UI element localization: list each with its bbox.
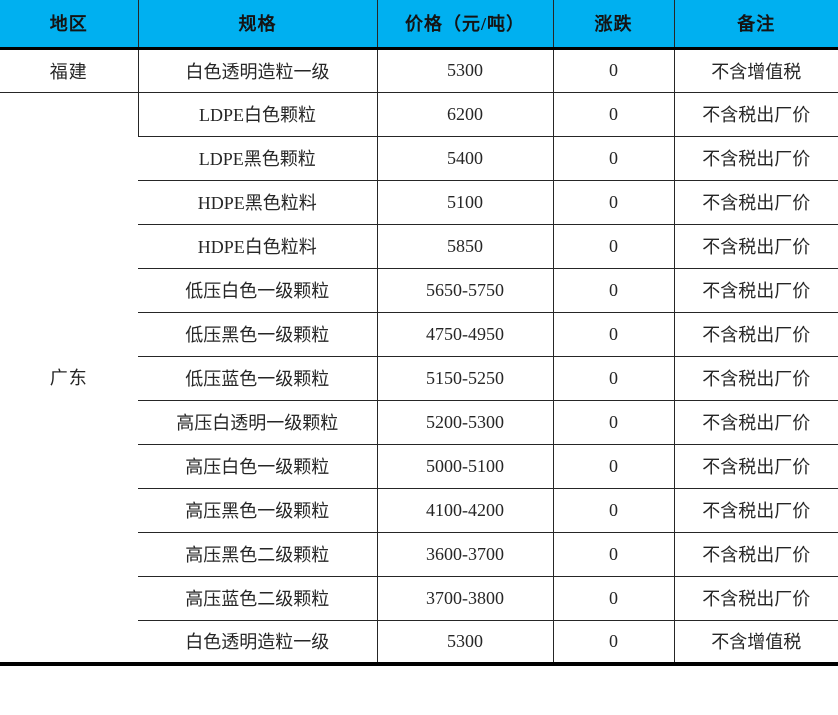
table-row: 白色透明造粒一级 5300 0 不含增值税 bbox=[0, 619, 838, 664]
spec-cell: 高压黑色二级颗粒 bbox=[138, 531, 377, 576]
price-table: 地区 规格 价格（元/吨） 涨跌 备注 福建 白色透明造粒一级 5300 0 不含增值税… bbox=[0, 0, 838, 666]
change-cell: 0 bbox=[552, 223, 674, 268]
table-row: 高压蓝色二级颗粒 3700-3800 0 不含税出厂价 bbox=[0, 575, 838, 620]
note-cell: 不含税出厂价 bbox=[673, 267, 838, 312]
note-cell: 不含税出厂价 bbox=[673, 531, 838, 576]
note-cell: 不含税出厂价 bbox=[673, 399, 838, 444]
spec-cell: 高压蓝色二级颗粒 bbox=[138, 575, 377, 620]
spec-cell: 高压白色一级颗粒 bbox=[138, 443, 377, 488]
column-header-spec: 规格 bbox=[137, 0, 377, 50]
note-cell: 不含增值税 bbox=[673, 47, 838, 92]
change-cell: 0 bbox=[552, 619, 674, 664]
note-cell: 不含税出厂价 bbox=[673, 135, 838, 180]
note-cell: 不含税出厂价 bbox=[673, 575, 838, 620]
note-cell: 不含税出厂价 bbox=[673, 487, 838, 532]
price-cell: 5650-5750 bbox=[376, 267, 553, 312]
column-header-note: 备注 bbox=[673, 0, 838, 50]
column-header-change: 涨跌 bbox=[552, 0, 674, 50]
table-row: 高压黑色一级颗粒 4100-4200 0 不含税出厂价 bbox=[0, 487, 838, 532]
note-cell: 不含税出厂价 bbox=[673, 179, 838, 224]
table-row: HDPE白色粒料 5850 0 不含税出厂价 bbox=[0, 223, 838, 268]
spec-cell: 高压白透明一级颗粒 bbox=[138, 399, 377, 444]
price-cell: 5850 bbox=[376, 223, 553, 268]
change-cell: 0 bbox=[552, 311, 674, 356]
price-cell: 5300 bbox=[376, 47, 553, 92]
spec-cell: 低压白色一级颗粒 bbox=[138, 267, 377, 312]
header-row: 地区 规格 价格（元/吨） 涨跌 备注 bbox=[0, 0, 838, 50]
price-cell: 4100-4200 bbox=[376, 487, 553, 532]
region-cell: 广东 bbox=[0, 91, 138, 664]
spec-cell: 高压黑色一级颗粒 bbox=[138, 487, 377, 532]
price-cell: 4750-4950 bbox=[376, 311, 553, 356]
table-body: 福建 白色透明造粒一级 5300 0 不含增值税 广东 LDPE白色颗粒 6200 0 不含税出厂… bbox=[0, 47, 838, 664]
table-row: 广东 LDPE白色颗粒 6200 0 不含税出厂价 bbox=[0, 91, 838, 664]
price-cell: 5400 bbox=[376, 135, 553, 180]
price-cell: 6200 bbox=[376, 91, 553, 136]
price-cell: 5200-5300 bbox=[376, 399, 553, 444]
change-cell: 0 bbox=[552, 47, 674, 92]
change-cell: 0 bbox=[552, 355, 674, 400]
change-cell: 0 bbox=[552, 135, 674, 180]
table-row: LDPE黑色颗粒 5400 0 不含税出厂价 bbox=[0, 135, 838, 180]
column-header-price: 价格（元/吨） bbox=[376, 0, 553, 50]
price-cell: 3600-3700 bbox=[376, 531, 553, 576]
table-row: 低压黑色一级颗粒 4750-4950 0 不含税出厂价 bbox=[0, 311, 838, 356]
price-cell: 5100 bbox=[376, 179, 553, 224]
region-cell: 福建 bbox=[0, 47, 138, 92]
price-cell: 5000-5100 bbox=[376, 443, 553, 488]
spec-cell: 白色透明造粒一级 bbox=[138, 619, 377, 664]
price-cell: 5150-5250 bbox=[376, 355, 553, 400]
spec-cell: LDPE白色颗粒 bbox=[137, 91, 377, 136]
change-cell: 0 bbox=[552, 575, 674, 620]
note-cell: 不含税出厂价 bbox=[673, 91, 838, 136]
price-cell: 5300 bbox=[376, 619, 553, 664]
note-cell: 不含税出厂价 bbox=[673, 311, 838, 356]
change-cell: 0 bbox=[552, 443, 674, 488]
change-cell: 0 bbox=[552, 487, 674, 532]
note-cell: 不含增值税 bbox=[673, 619, 838, 664]
spec-cell: HDPE黑色粒料 bbox=[138, 179, 377, 224]
spec-cell: 低压蓝色一级颗粒 bbox=[138, 355, 377, 400]
table-row: 高压白透明一级颗粒 5200-5300 0 不含税出厂价 bbox=[0, 399, 838, 444]
table-row: 低压蓝色一级颗粒 5150-5250 0 不含税出厂价 bbox=[0, 355, 838, 400]
spec-cell: LDPE黑色颗粒 bbox=[138, 135, 377, 180]
price-cell: 3700-3800 bbox=[376, 575, 553, 620]
note-cell: 不含税出厂价 bbox=[673, 443, 838, 488]
table-row: 福建 白色透明造粒一级 5300 0 不含增值税 bbox=[0, 47, 838, 92]
table-row: 低压白色一级颗粒 5650-5750 0 不含税出厂价 bbox=[0, 267, 838, 312]
change-cell: 0 bbox=[552, 91, 674, 136]
change-cell: 0 bbox=[552, 531, 674, 576]
spec-cell: 白色透明造粒一级 bbox=[137, 47, 377, 92]
change-cell: 0 bbox=[552, 179, 674, 224]
table-row: HDPE黑色粒料 5100 0 不含税出厂价 bbox=[0, 179, 838, 224]
note-cell: 不含税出厂价 bbox=[673, 223, 838, 268]
table-row: 高压白色一级颗粒 5000-5100 0 不含税出厂价 bbox=[0, 443, 838, 488]
table-header: 地区 规格 价格（元/吨） 涨跌 备注 bbox=[0, 0, 838, 50]
note-cell: 不含税出厂价 bbox=[673, 355, 838, 400]
spec-cell: HDPE白色粒料 bbox=[138, 223, 377, 268]
change-cell: 0 bbox=[552, 399, 674, 444]
change-cell: 0 bbox=[552, 267, 674, 312]
column-header-region: 地区 bbox=[0, 0, 138, 50]
spec-cell: 低压黑色一级颗粒 bbox=[138, 311, 377, 356]
table-row: 高压黑色二级颗粒 3600-3700 0 不含税出厂价 bbox=[0, 531, 838, 576]
